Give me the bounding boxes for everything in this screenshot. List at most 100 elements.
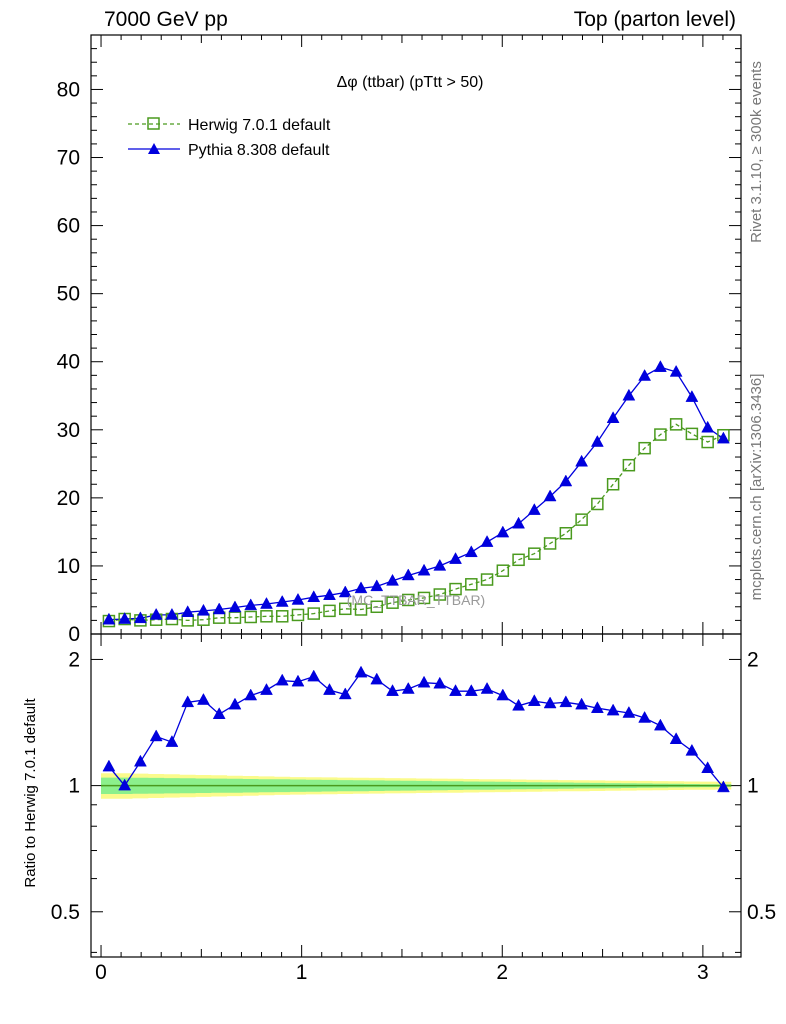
pythia-point	[370, 579, 384, 592]
ratio-pythia-point	[464, 684, 478, 696]
herwig-point	[606, 478, 620, 491]
pythia-point	[291, 592, 305, 605]
pythia-point	[118, 612, 132, 624]
pythia-point	[669, 364, 683, 377]
ratio-pythia-point	[228, 697, 242, 710]
pythia-point	[228, 600, 242, 613]
ratio-pythia-point	[133, 754, 147, 767]
pythia-point	[197, 603, 210, 616]
ratio-pythia-point	[527, 694, 541, 706]
main-title: Δφ (ttbar) (pTtt > 50)	[337, 74, 484, 91]
pythia-point	[307, 590, 321, 602]
ratio-pythia-point	[338, 687, 352, 700]
pythia-point	[386, 573, 399, 586]
pythia-point	[716, 431, 730, 444]
pythia-point	[401, 568, 415, 581]
herwig-point	[370, 600, 384, 614]
ratio-pythia-point	[386, 684, 399, 696]
main-y-tick-label: 20	[57, 487, 80, 510]
pythia-point	[133, 611, 147, 624]
legend-herwig-marker	[147, 117, 160, 130]
pythia-point	[260, 597, 273, 609]
pythia-point	[212, 602, 226, 615]
ratio-pythia-point	[260, 683, 273, 695]
pythia-point	[244, 598, 258, 611]
main-y-tick-label: 0	[68, 623, 80, 646]
legend: Herwig 7.0.1 default Pythia 8.308 defaul…	[128, 117, 331, 159]
watermark: (MC_TTBAR_TTBAR)	[347, 592, 485, 608]
ratio-pythia-point	[685, 743, 699, 756]
herwig-point	[685, 427, 699, 441]
herwig-line	[108, 423, 724, 622]
ratio-panel: 0 1 2 3 0.5 0.5 1 1 2 2	[51, 633, 776, 984]
ratio-pythia-line	[108, 671, 724, 788]
pythia-point	[480, 535, 494, 547]
pythia-point	[543, 489, 557, 502]
ratio-pythia-point	[559, 695, 573, 708]
ratio-y-tick-label: 0.5	[51, 901, 80, 924]
ratio-pythia-point	[197, 693, 210, 705]
ratio-pythia-point	[244, 688, 258, 701]
pythia-point	[638, 368, 652, 381]
ratio-pythia-point	[669, 732, 683, 745]
pythia-point	[149, 607, 163, 620]
ratio-pythia-point	[149, 729, 163, 742]
ratio-y-tick-label-right: 0.5	[747, 901, 776, 924]
pythia-point	[575, 454, 589, 467]
ratio-pythia-point	[575, 697, 589, 710]
pythia-point	[275, 594, 289, 607]
herwig-point	[402, 593, 415, 607]
x-tick-label: 1	[296, 961, 308, 984]
ratio-pythia-point	[118, 778, 132, 791]
herwig-point	[622, 458, 636, 472]
herwig-point	[512, 553, 525, 567]
ratio-y-tick-label: 1	[68, 775, 80, 798]
main-y-tick-label: 70	[57, 147, 80, 170]
ratio-pythia-point	[512, 698, 525, 711]
herwig-point	[701, 435, 714, 449]
legend-pythia-marker	[148, 143, 160, 154]
herwig-point	[496, 564, 510, 577]
ratio-pythia-point	[716, 780, 730, 793]
ratio-pythia-point	[590, 701, 604, 713]
pythia-point	[181, 605, 195, 617]
x-tick-label: 3	[697, 961, 709, 984]
pythia-point	[449, 552, 462, 564]
herwig-point	[465, 578, 478, 591]
ratio-pythia-point	[417, 675, 431, 688]
herwig-point	[591, 497, 604, 511]
pythia-point	[685, 390, 699, 402]
pythia-point	[354, 581, 368, 594]
pythia-line	[108, 366, 724, 621]
herwig-point	[307, 607, 320, 620]
legend-pythia-label: Pythia 8.308 default	[188, 142, 330, 159]
herwig-point	[528, 547, 541, 560]
pythia-point	[102, 612, 116, 625]
ratio-pythia-point	[370, 672, 384, 685]
main-y-tick-label: 30	[57, 419, 80, 442]
herwig-point	[323, 604, 336, 618]
header-left: 7000 GeV pp	[104, 8, 228, 31]
ratio-y-tick-label-right: 1	[747, 775, 759, 798]
pythia-point	[622, 388, 636, 401]
herwig-point	[354, 603, 368, 616]
herwig-point	[543, 537, 557, 550]
ratio-pythia-point	[496, 688, 510, 701]
pythia-point	[338, 585, 352, 598]
herwig-point	[433, 588, 447, 601]
ratio-pythia-point	[291, 674, 305, 687]
pythia-point	[433, 558, 447, 571]
pythia-point	[417, 563, 431, 576]
ratio-pythia-point	[354, 665, 368, 678]
pythia-point	[606, 411, 620, 423]
herwig-point	[244, 610, 257, 624]
ratio-pythia-point	[165, 735, 179, 747]
ratio-pythia-point	[480, 681, 494, 694]
ratio-pythia-point	[701, 761, 715, 774]
herwig-point	[669, 418, 683, 431]
main-y-tick-label: 80	[57, 78, 80, 101]
header-right: Top (parton level)	[573, 8, 736, 31]
ratio-pythia-point	[307, 669, 321, 682]
ratio-pythia-point	[606, 703, 620, 716]
